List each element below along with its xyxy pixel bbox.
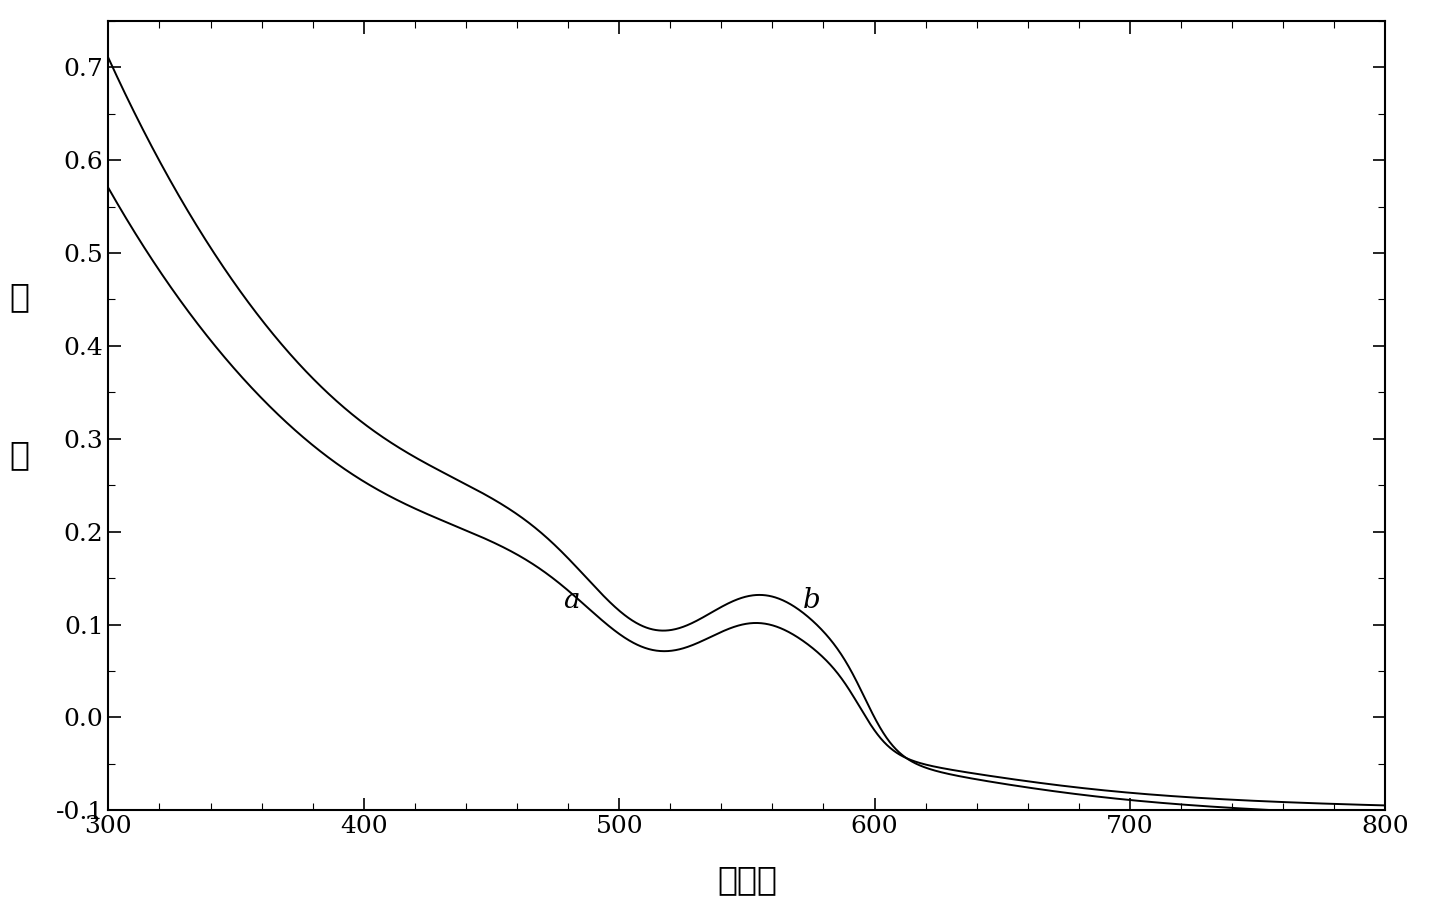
Text: 度: 度 [9,438,29,471]
Text: a: a [563,587,579,613]
Text: b: b [804,587,821,613]
X-axis label: 波　长: 波 长 [716,863,776,896]
Text: 强: 强 [9,281,29,314]
